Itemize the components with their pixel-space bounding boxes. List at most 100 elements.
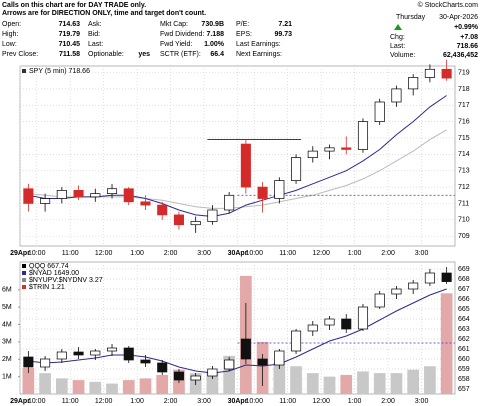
- x-tick-label: 29Apr: [10, 398, 30, 405]
- x-tick-label: 2:00: [164, 250, 178, 257]
- field-value: 710.45: [59, 41, 81, 48]
- x-tick-label: 30Apr: [228, 250, 248, 257]
- volume-bar: [22, 367, 35, 394]
- y-tick-label: 666: [458, 296, 470, 303]
- y-tick-label: 669: [458, 266, 470, 273]
- candle-body: [324, 318, 335, 326]
- candle-body: [56, 351, 67, 360]
- x-tick-label: 12:00: [312, 398, 330, 405]
- volume-bar: [340, 374, 353, 394]
- x-tick-label: 10:00: [28, 398, 46, 405]
- legend-entry: $NYUPV:$NYDNV 3.27: [29, 277, 103, 284]
- candle-body: [73, 351, 84, 356]
- x-tick-label: 2:00: [381, 398, 395, 405]
- field-label: Open:: [2, 21, 21, 28]
- candle-body: [291, 330, 302, 352]
- volume-bar: [223, 355, 235, 394]
- candle-body: [291, 157, 302, 181]
- candle-body: [307, 324, 318, 332]
- y-tick-label: 657: [458, 386, 470, 393]
- candle-body: [40, 198, 51, 204]
- candle-body: [207, 209, 218, 222]
- field-label: Last Earnings:: [236, 41, 281, 48]
- candle-body: [173, 214, 184, 226]
- legend-swatch: [22, 278, 26, 282]
- field-value: 719.79: [59, 31, 81, 38]
- field-label: High:: [2, 31, 18, 38]
- volume-bar: [106, 383, 118, 394]
- candle-body: [157, 204, 168, 216]
- field-label: Optionable:: [88, 51, 124, 58]
- x-tick-label: 2:00: [164, 398, 178, 405]
- volume-bar: [72, 380, 85, 394]
- summary-value: 62,436,452: [443, 52, 478, 59]
- legend-swatch: [22, 285, 26, 289]
- summary-label: Volume:: [390, 52, 415, 59]
- legend-entry: $NYAD 1649.00: [29, 270, 79, 277]
- legend-entry: $TRIN 1.21: [29, 284, 65, 291]
- candle-body: [408, 77, 419, 90]
- y-tick-label: 661: [458, 346, 470, 353]
- volume-bar: [306, 373, 319, 394]
- field-label: Last:: [88, 41, 103, 48]
- notice: Arrows are for DIRECTION ONLY, time and …: [2, 10, 206, 17]
- y-tick-label: 716: [458, 118, 470, 125]
- x-tick-label: 1:00: [348, 398, 362, 405]
- y-tick-label: 662: [458, 336, 470, 343]
- x-tick-label: 11:00: [62, 398, 79, 405]
- summary-label: Chg:: [390, 34, 405, 41]
- volume-bar: [39, 373, 51, 394]
- y-tick-label: 668: [458, 276, 470, 283]
- volume-bar: [424, 366, 436, 394]
- volume-tick-label: 4M: [2, 321, 12, 328]
- y-tick-label: 719: [458, 69, 470, 76]
- field-value: yes: [138, 51, 150, 58]
- field-value: 99.73: [274, 31, 292, 38]
- candle-body: [424, 272, 435, 284]
- up-arrow: [394, 24, 402, 30]
- x-tick-label: 3:00: [197, 398, 211, 405]
- candle-body: [90, 350, 101, 356]
- weekday: Thursday: [396, 14, 426, 21]
- volume-bar: [273, 362, 286, 394]
- y-tick-label: 664: [458, 316, 470, 323]
- candle-body: [40, 358, 51, 368]
- candle-body: [90, 193, 101, 198]
- x-tick-label: 10:00: [245, 398, 263, 405]
- candle-body: [207, 368, 218, 377]
- x-tick-label: 12:00: [95, 250, 113, 257]
- candle-body: [307, 150, 318, 158]
- candle-body: [157, 362, 168, 373]
- candle-body: [123, 347, 134, 361]
- field-value: 1.00%: [204, 41, 225, 48]
- volume-bar: [323, 376, 336, 394]
- field-value: 7.188: [206, 31, 224, 38]
- volume-bar: [55, 378, 68, 394]
- field-label: SCTR (ETF):: [160, 51, 201, 58]
- field-value: 66.4: [210, 51, 224, 58]
- candle-body: [23, 356, 34, 368]
- candle-body: [257, 358, 268, 366]
- candle-body: [240, 338, 251, 360]
- candle-body: [324, 147, 335, 152]
- candle-body: [190, 221, 201, 226]
- summary-value: 718.66: [457, 43, 479, 50]
- candle-body: [106, 347, 118, 352]
- volume-bar: [357, 371, 369, 394]
- x-tick-label: 12:00: [312, 250, 330, 257]
- x-tick-label: 30Apr: [228, 398, 248, 405]
- candle-body: [441, 68, 452, 79]
- volume-bar: [373, 373, 386, 394]
- field-label: Fwd Yield:: [160, 41, 192, 48]
- y-tick-label: 709: [458, 233, 470, 240]
- field-label: P/E:: [236, 21, 249, 28]
- copyright: © StockCharts.com: [418, 1, 479, 9]
- volume-bar: [290, 366, 302, 394]
- candle-body: [240, 143, 251, 188]
- notice: Calls on this chart are for DAY TRADE on…: [2, 2, 146, 9]
- y-tick-label: 660: [458, 356, 470, 363]
- volume-tick-label: 1M: [2, 373, 12, 380]
- y-tick-label: 717: [458, 102, 470, 109]
- x-tick-label: 11:00: [62, 250, 79, 257]
